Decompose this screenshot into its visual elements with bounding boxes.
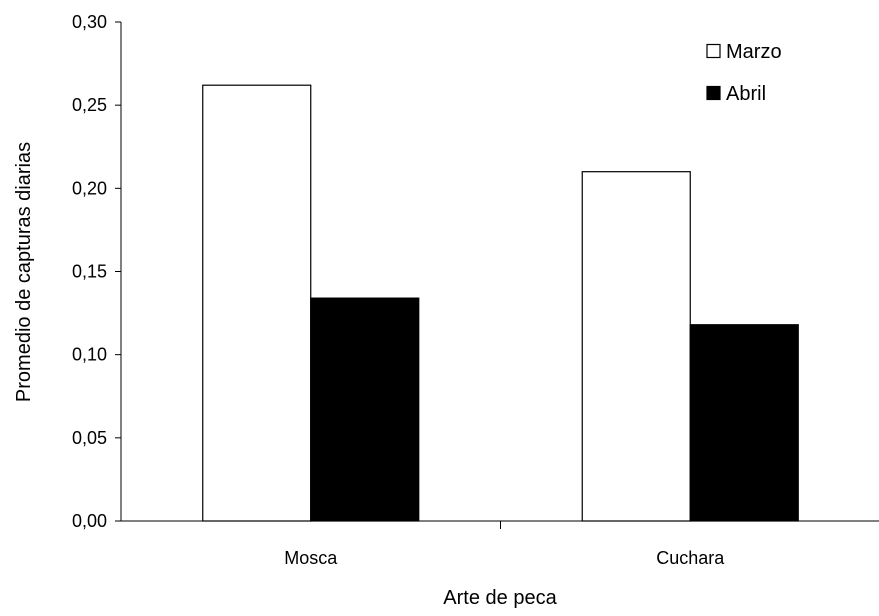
y-axis: 0,00 0,05 0,10 0,15 0,20 0,25 0,30	[72, 12, 121, 531]
y-tick-label: 0,00	[72, 511, 107, 531]
x-tick-label: Cuchara	[656, 548, 725, 568]
bar-abril-mosca	[311, 298, 419, 521]
bar-marzo-mosca	[203, 85, 311, 521]
y-tick-label: 0,15	[72, 262, 107, 282]
y-tick-label: 0,10	[72, 345, 107, 365]
legend-swatch-abril	[707, 87, 720, 100]
x-tick-label: Mosca	[284, 548, 338, 568]
y-axis-title: Promedio de capturas diarias	[13, 142, 35, 402]
x-axis: Mosca Cuchara	[121, 521, 879, 568]
x-axis-title: Arte de peca	[443, 587, 557, 609]
y-tick-label: 0,30	[72, 12, 107, 32]
legend: Marzo Abril	[707, 41, 782, 105]
bar-marzo-cuchara	[582, 172, 690, 521]
legend-swatch-marzo	[707, 45, 720, 58]
y-tick-label: 0,25	[72, 95, 107, 115]
y-tick-label: 0,05	[72, 428, 107, 448]
legend-label-marzo: Marzo	[726, 41, 782, 63]
bar-abril-cuchara	[690, 325, 798, 521]
bars	[203, 85, 799, 521]
y-tick-label: 0,20	[72, 178, 107, 198]
legend-label-abril: Abril	[726, 83, 766, 105]
